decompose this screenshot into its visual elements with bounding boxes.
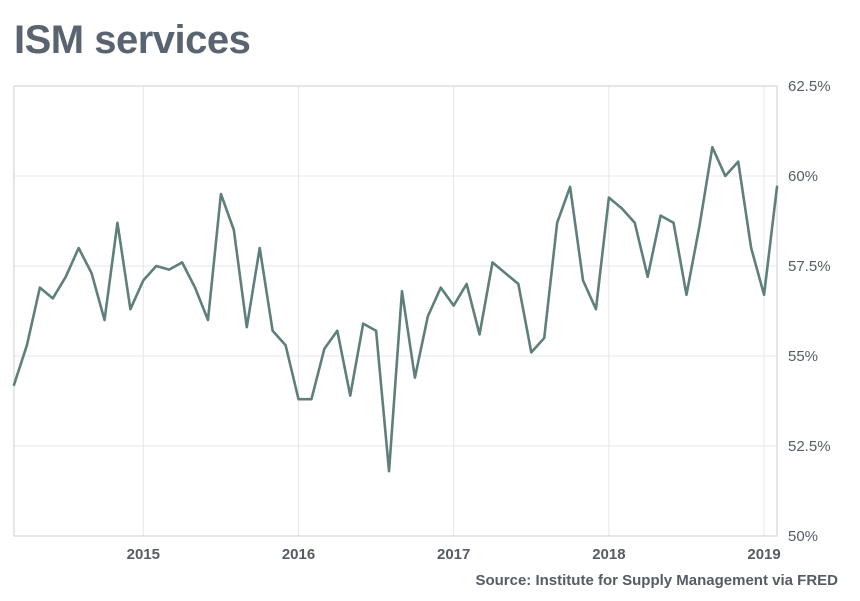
y-axis: 50% 52.5% 55% 57.5% 60% 62.5% [788, 78, 831, 545]
y-tick-label: 50% [788, 528, 818, 545]
y-tick-label: 62.5% [788, 78, 831, 95]
x-tick-label: 2018 [592, 546, 625, 563]
y-tick-label: 60% [788, 168, 818, 185]
series-line-ism-services [12, 145, 779, 473]
grid-lines [14, 85, 777, 537]
x-tick-label: 2015 [127, 546, 160, 563]
x-axis: 2015 2016 2017 2018 2019 [127, 546, 781, 563]
y-tick-label: 52.5% [788, 438, 831, 455]
plot-frame [13, 85, 778, 537]
chart-title: ISM services [14, 18, 251, 62]
x-tick-label: 2019 [747, 546, 780, 563]
source-note: Source: Institute for Supply Management … [475, 572, 838, 589]
y-tick-label: 55% [788, 348, 818, 365]
y-tick-label: 57.5% [788, 258, 831, 275]
x-tick-label: 2016 [282, 546, 315, 563]
x-tick-label: 2017 [437, 546, 470, 563]
